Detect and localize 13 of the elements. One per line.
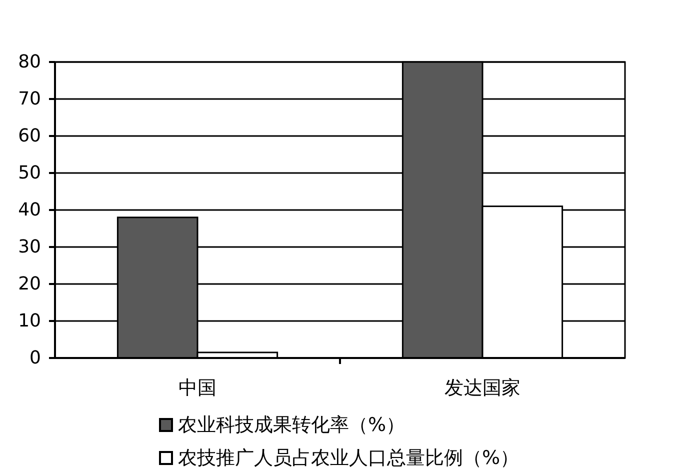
- legend-label: 农业科技成果转化率（%）: [178, 414, 406, 436]
- y-tick-label: 80: [18, 52, 41, 72]
- y-tick-label: 70: [18, 88, 41, 110]
- legend-label: 农技推广人员占农业人口总量比例（%）: [178, 447, 520, 469]
- y-tick-label: 10: [18, 310, 41, 332]
- x-tick-label: 中国: [178, 377, 216, 399]
- x-tick-label: 发达国家: [444, 377, 520, 399]
- y-tick-label: 20: [18, 274, 41, 294]
- y-tick-label: 60: [18, 126, 41, 146]
- y-tick-label: 30: [18, 236, 41, 258]
- y-tick-label: 0: [30, 348, 41, 368]
- y-tick-label: 50: [18, 162, 41, 184]
- y-tick-label: 40: [18, 200, 41, 220]
